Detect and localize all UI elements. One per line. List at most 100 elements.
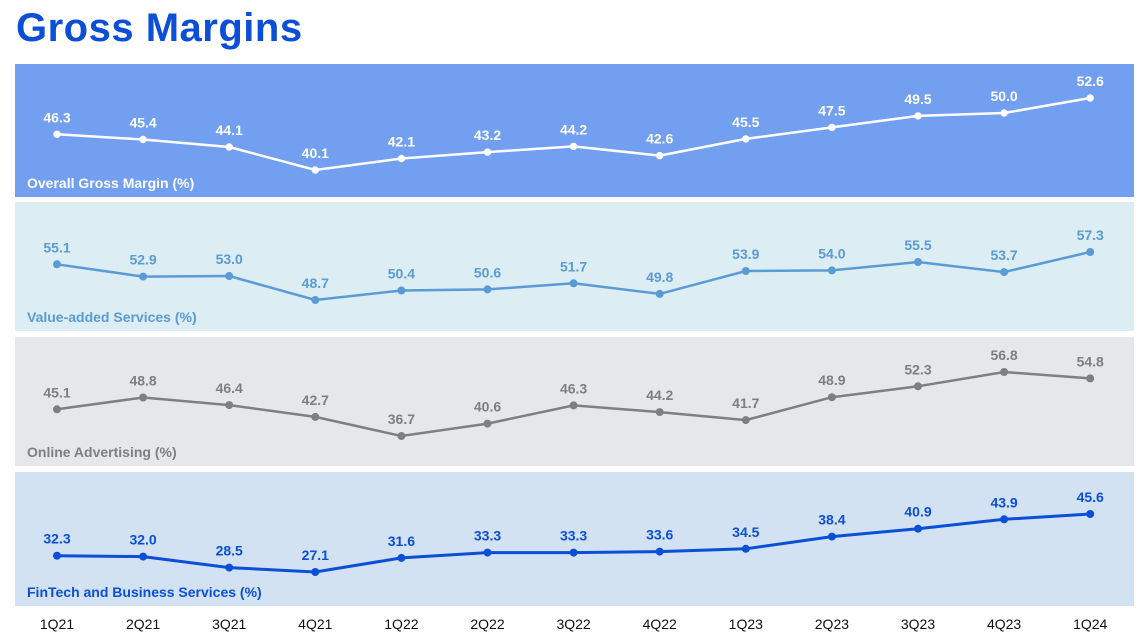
x-tick-label: 2Q22 [470, 616, 505, 632]
data-point [139, 272, 148, 281]
data-point [569, 279, 578, 288]
series-label: Online Advertising (%) [27, 444, 177, 460]
data-label: 36.7 [388, 411, 415, 427]
x-tick-label: 2Q23 [814, 616, 850, 632]
x-tick-label: 1Q22 [384, 616, 419, 632]
data-point [225, 563, 234, 572]
data-point [483, 419, 492, 428]
data-label: 49.8 [646, 269, 673, 285]
x-tick-label: 1Q23 [728, 616, 763, 632]
x-axis: 1Q21 2Q21 3Q21 4Q21 1Q22 2Q22 3Q22 4Q22 1Q23 2Q23… [0, 612, 1141, 636]
data-label: 42.1 [388, 134, 415, 150]
data-label: 50.6 [474, 264, 501, 280]
data-label: 28.5 [216, 543, 243, 559]
data-point [1086, 248, 1095, 256]
data-label: 33.3 [560, 528, 587, 544]
data-label: 54.0 [818, 245, 845, 261]
data-point [569, 142, 578, 151]
data-label: 54.8 [1077, 353, 1104, 369]
data-label: 44.2 [560, 121, 587, 137]
data-point [1086, 374, 1095, 383]
series-label: FinTech and Business Services (%) [27, 584, 262, 600]
data-label: 40.1 [302, 145, 329, 161]
x-tick-label: 4Q21 [298, 616, 333, 632]
data-point [655, 289, 664, 298]
data-point [569, 548, 578, 557]
data-label: 44.1 [216, 122, 243, 138]
data-point [741, 416, 750, 425]
data-point [655, 408, 664, 417]
data-label: 33.6 [646, 527, 673, 543]
data-point [397, 286, 406, 295]
data-label: 32.3 [43, 531, 70, 547]
data-point [311, 296, 320, 304]
data-label: 45.4 [129, 115, 156, 131]
data-point [1086, 94, 1094, 102]
data-point [914, 112, 922, 120]
data-label: 41.7 [732, 395, 759, 411]
data-point [741, 544, 750, 553]
data-label: 40.6 [474, 399, 501, 415]
data-point [311, 166, 319, 174]
data-point [53, 130, 61, 139]
data-point [827, 393, 836, 402]
data-point [483, 285, 492, 294]
data-label: 46.3 [43, 109, 70, 125]
data-point [483, 148, 492, 156]
data-label: 47.5 [818, 102, 845, 118]
panel-0: Overall Gross Margin (%) [15, 64, 1134, 197]
series-1: 55.1 52.9 53.0 48.7 50.4 50.6 51.7 49.8 53.9 54.0… [43, 227, 1104, 304]
data-point [139, 552, 148, 561]
data-label: 38.4 [818, 512, 845, 528]
data-label: 33.3 [474, 528, 501, 544]
data-label: 52.3 [904, 361, 931, 377]
data-point [311, 412, 320, 421]
data-label: 53.7 [990, 247, 1017, 263]
data-label: 43.9 [990, 494, 1017, 510]
data-point [741, 267, 750, 275]
x-tick-label: 4Q23 [986, 616, 1022, 632]
data-label: 53.0 [216, 251, 243, 267]
data-point [139, 135, 147, 144]
data-label: 48.9 [818, 372, 845, 388]
series-label: Value-added Services (%) [27, 309, 197, 325]
data-label: 57.3 [1077, 227, 1104, 243]
x-tick-label: 1Q24 [1073, 616, 1108, 632]
data-label: 46.4 [216, 380, 243, 396]
page-title: Gross Margins [16, 6, 303, 50]
data-label: 45.5 [732, 114, 759, 130]
data-point [397, 154, 406, 163]
data-point [1000, 515, 1009, 524]
series-3: 32.3 32.0 28.5 27.1 31.6 33.3 33.3 33.6 34.5 38.4… [43, 489, 1104, 576]
data-label: 55.5 [904, 237, 931, 253]
series-label: Overall Gross Margin (%) [27, 175, 195, 191]
series-0: 46.3 45.4 44.1 40.1 42.1 43.2 44.2 42.6 45.5 47.5… [43, 73, 1104, 174]
data-point [827, 266, 836, 275]
data-label: 34.5 [732, 524, 759, 540]
data-label: 45.6 [1077, 489, 1104, 505]
panel-3: FinTech and Business Services (%) [15, 472, 1134, 606]
data-point [225, 143, 233, 151]
data-point [655, 547, 664, 556]
data-label: 44.2 [646, 387, 673, 403]
data-label: 55.1 [43, 239, 70, 255]
x-tick-label: 2Q21 [125, 616, 161, 632]
data-label: 46.3 [560, 380, 587, 396]
data-point [914, 382, 922, 391]
data-label: 52.9 [129, 252, 156, 268]
data-point [569, 401, 578, 410]
data-label: 48.7 [302, 275, 329, 291]
data-point [53, 260, 61, 269]
data-label: 42.6 [646, 131, 673, 147]
data-point [225, 401, 234, 410]
data-label: 31.6 [388, 533, 415, 549]
x-tick-label: 1Q21 [39, 616, 75, 632]
data-label: 51.7 [560, 258, 587, 274]
data-point [1086, 510, 1095, 518]
data-point [656, 151, 664, 160]
data-point [1000, 268, 1009, 277]
x-tick-label: 3Q23 [900, 616, 936, 632]
data-point [827, 532, 836, 541]
data-label: 50.4 [388, 266, 415, 282]
